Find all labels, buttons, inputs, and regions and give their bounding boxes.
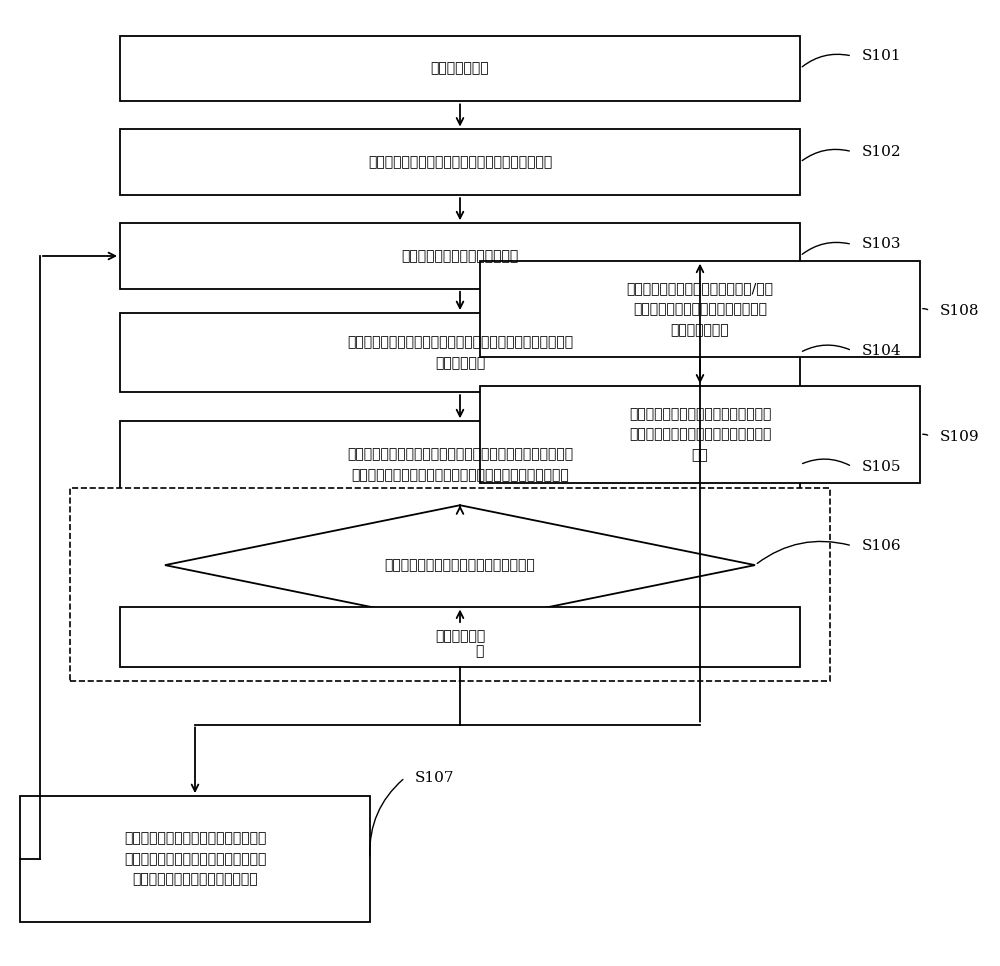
Text: 驱动马达移动第一位移量，并获取移动后的当前图像帧对应的
当前相位差、当前清晰度值和表征马达位置的当前位置数据: 驱动马达移动第一位移量，并获取移动后的当前图像帧对应的 当前相位差、当前清晰度值… [347, 447, 573, 482]
Text: S104: S104 [862, 344, 902, 357]
Text: S101: S101 [862, 49, 902, 63]
Text: 根据第一相位差获取目标相位差: 根据第一相位差获取目标相位差 [401, 249, 519, 263]
Text: 判断当前清晰度值是否大于第一清晰度值: 判断当前清晰度值是否大于第一清晰度值 [385, 558, 535, 572]
Text: 在对焦次数未达到第一设定阈值第一位
移量大于或者等于第二设定阈值时，根
据当前图像帧形成新的图像帧集合: 在对焦次数未达到第一设定阈值第一位 移量大于或者等于第二设定阈值时，根 据当前图… [124, 831, 266, 887]
Text: S109: S109 [940, 430, 980, 443]
Text: S105: S105 [862, 460, 902, 473]
FancyBboxPatch shape [480, 261, 920, 357]
FancyBboxPatch shape [120, 36, 800, 101]
FancyBboxPatch shape [120, 607, 800, 667]
Text: 是: 是 [475, 644, 483, 658]
Text: 获取图像帧集合: 获取图像帧集合 [431, 62, 489, 75]
Text: 根据每次移动马达后获取的当前位置数
据和当前相位差计算得到目标离焦转换
系数: 根据每次移动马达后获取的当前位置数 据和当前相位差计算得到目标离焦转换 系数 [629, 407, 771, 463]
FancyBboxPatch shape [120, 129, 800, 195]
FancyBboxPatch shape [120, 421, 800, 508]
Text: S106: S106 [862, 539, 902, 553]
Polygon shape [165, 505, 755, 625]
Text: S102: S102 [862, 145, 902, 158]
FancyBboxPatch shape [480, 386, 920, 483]
Text: 记录对焦次数: 记录对焦次数 [435, 630, 485, 643]
Text: 在对焦次数达到第一设定阈值，和/或，
在第一位移量小于第二设定阈值时，
则确定完成对焦: 在对焦次数达到第一设定阈值，和/或， 在第一位移量小于第二设定阈值时， 则确定完… [626, 281, 774, 337]
Text: S107: S107 [415, 771, 454, 784]
Text: S103: S103 [862, 238, 902, 251]
FancyBboxPatch shape [20, 796, 370, 922]
FancyBboxPatch shape [70, 488, 830, 681]
Text: 基于目标相位差和预设离焦转换系数获取摄像模组中马达对应
的第一位移量: 基于目标相位差和预设离焦转换系数获取摄像模组中马达对应 的第一位移量 [347, 335, 573, 370]
FancyBboxPatch shape [120, 313, 800, 392]
FancyBboxPatch shape [120, 223, 800, 289]
Text: 获取目标图像帧对应的第一相位差和第一清晰度值: 获取目标图像帧对应的第一相位差和第一清晰度值 [368, 156, 552, 169]
Text: S108: S108 [940, 304, 980, 318]
